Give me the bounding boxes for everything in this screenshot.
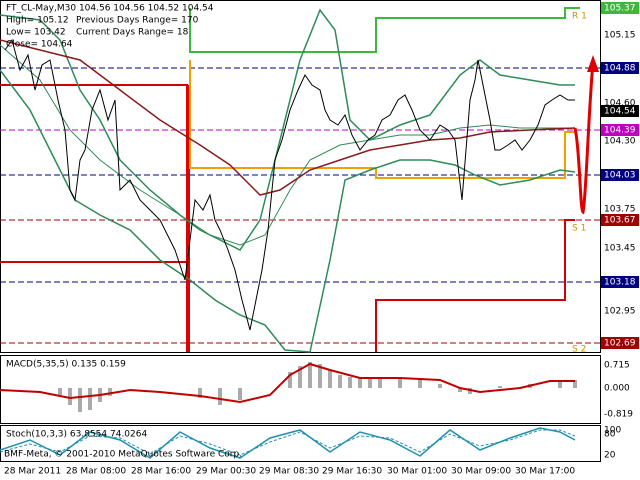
stoch-label: Stoch(10,3,3) 63.8554 74.0264 <box>6 430 147 440</box>
price-tag <box>601 105 639 117</box>
macd-signal <box>0 362 575 404</box>
time-label: 30 Mar 01:00 <box>387 467 447 477</box>
stoch-axis: 100 <box>604 426 621 436</box>
header-low: Low= 103.42 <box>6 28 66 38</box>
price-label: 105.15 <box>604 31 636 41</box>
price-tag <box>601 276 639 288</box>
header-prev-range: Previous Days Range= 170 <box>76 16 199 26</box>
price-label: 103.67 <box>604 216 636 226</box>
price-label: 104.30 <box>604 137 636 147</box>
price-label: 102.69 <box>604 339 636 349</box>
macd-histogram <box>58 362 577 412</box>
macd-axis: 0.000 <box>604 384 630 394</box>
time-label: 29 Mar 08:30 <box>259 467 319 477</box>
copyright: BMF-Meta, © 2001-2010 MetaQuotes Softwar… <box>4 450 242 460</box>
macd-axis: -0.819 <box>604 410 633 420</box>
forecast-arrow <box>573 61 595 215</box>
header-cur-range: Current Days Range= 18 <box>76 28 189 38</box>
pivot-label: S 2 <box>572 345 586 355</box>
price-label: 103.18 <box>604 278 636 288</box>
pivot-line <box>375 219 575 352</box>
price-label: 104.39 <box>604 126 636 136</box>
stoch-signal <box>0 429 576 456</box>
pivot-label: S 1 <box>572 224 586 234</box>
price-label: 104.60 <box>604 99 636 109</box>
moving-average <box>0 44 575 246</box>
price-label: 104.54 <box>604 107 636 117</box>
stoch-main <box>0 427 576 459</box>
price-label: 102.95 <box>604 307 636 317</box>
time-label: 30 Mar 09:00 <box>451 467 511 477</box>
frame <box>0 0 601 353</box>
bollinger-upper <box>0 8 575 251</box>
price-label: 103.45 <box>604 244 636 254</box>
time-label: 29 Mar 00:30 <box>196 467 256 477</box>
levels <box>0 67 600 344</box>
time-axis: 28 Mar 2011 28 Mar 08:00 28 Mar 16:00 29 Ma… <box>4 467 575 477</box>
time-label: 28 Mar 2011 <box>4 467 61 477</box>
header-symbol: FT_CL-May,M30 104.56 104.56 104.52 104.5… <box>6 4 214 14</box>
price-tag <box>601 124 639 136</box>
price-label: 104.03 <box>604 171 636 181</box>
time-label: 30 Mar 17:00 <box>515 467 575 477</box>
time-label: 28 Mar 16:00 <box>131 467 191 477</box>
price-axis: 105.37105.15104.88104.60104.54104.39104.… <box>601 2 639 349</box>
macd-panel: MACD(5,35,5) 0.135 0.159 0.715 0.000 -0.… <box>0 355 633 424</box>
header-close: Close= 104.64 <box>6 40 73 50</box>
price-tag <box>601 62 639 74</box>
bollinger-lower <box>0 69 576 353</box>
stoch-axis: 80 <box>604 430 616 440</box>
stoch-axis: 20 <box>604 451 616 461</box>
header-high: High= 105.12 <box>6 16 69 26</box>
price-tag <box>601 337 639 349</box>
price-label: 105.37 <box>604 4 636 14</box>
macd-label: MACD(5,35,5) 0.135 0.159 <box>6 360 126 370</box>
price-label: 104.88 <box>604 64 636 74</box>
time-label: 29 Mar 16:30 <box>322 467 382 477</box>
price-tag <box>601 2 639 14</box>
time-label: 28 Mar 08:00 <box>66 467 126 477</box>
macd-axis: 0.715 <box>604 361 630 371</box>
price-tag <box>601 214 639 226</box>
slow-average <box>0 39 576 196</box>
price-label: 103.75 <box>604 205 636 215</box>
stoch-panel: Stoch(10,3,3) 63.8554 74.0264 100 80 20 … <box>0 425 621 462</box>
pivot-line <box>189 60 575 179</box>
pivot-line <box>189 7 580 53</box>
frame <box>0 425 601 462</box>
pivot-label: R 1 <box>572 12 587 22</box>
price-line <box>4 38 575 331</box>
main-panel: FT_CL-May,M30 104.56 104.56 104.52 104.5… <box>0 0 601 355</box>
arrowhead <box>587 55 599 72</box>
price-tag <box>601 169 639 181</box>
